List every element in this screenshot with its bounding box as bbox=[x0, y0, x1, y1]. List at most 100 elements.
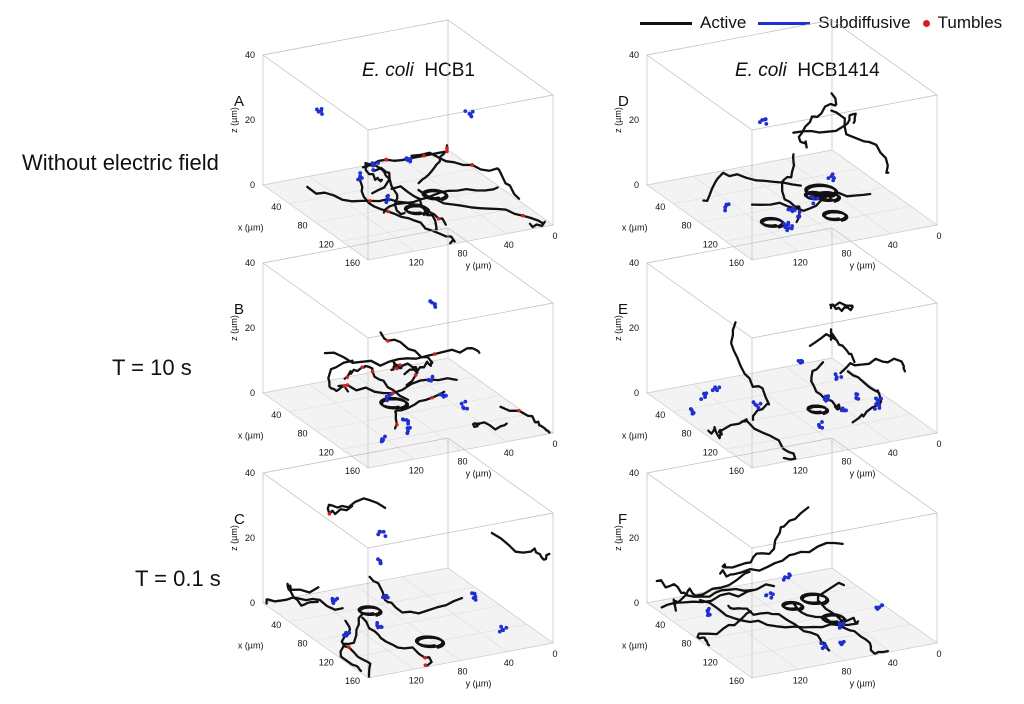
x-tick-label: 80 bbox=[681, 429, 691, 439]
subdiffusive-point bbox=[378, 529, 383, 534]
subdiffusive-point bbox=[319, 108, 323, 113]
z-axis-title: z (µm) bbox=[613, 525, 623, 551]
z-tick-label: 40 bbox=[245, 50, 255, 60]
y-tick-label: 0 bbox=[936, 231, 941, 241]
subdiffusive-point bbox=[823, 394, 828, 399]
subdiffusive-point bbox=[820, 646, 825, 651]
subdiffusive-cluster bbox=[782, 222, 791, 230]
subdiffusive-point bbox=[400, 417, 405, 422]
circular-trajectory bbox=[815, 190, 842, 203]
subdiffusive-cluster bbox=[833, 372, 844, 381]
box-edge bbox=[447, 227, 554, 304]
grid-line bbox=[309, 384, 415, 460]
active-trajectory bbox=[702, 171, 802, 203]
subdiffusive-cluster bbox=[463, 109, 475, 119]
subdiffusive-point bbox=[430, 374, 435, 379]
z-axis-title: z (µm) bbox=[229, 107, 239, 133]
subdiffusive-point bbox=[472, 591, 477, 596]
subdiffusive-cluster bbox=[710, 385, 722, 393]
subdiffusive-cluster bbox=[376, 557, 383, 566]
subdiffusive-point bbox=[792, 208, 797, 212]
active-trajectory bbox=[750, 191, 872, 212]
subdiffusive-cluster bbox=[379, 434, 387, 444]
tumble-point bbox=[445, 149, 449, 154]
active-trajectory bbox=[797, 92, 838, 149]
z-tick-label: 20 bbox=[245, 323, 255, 333]
x-tick-label: 160 bbox=[729, 258, 744, 268]
x-tick-label: 160 bbox=[345, 676, 360, 686]
box-edge bbox=[646, 437, 833, 474]
y-axis-title: y (µm) bbox=[850, 469, 876, 479]
tumble-point bbox=[423, 655, 427, 660]
circular-trajectory bbox=[822, 209, 849, 222]
tumble-point bbox=[517, 408, 521, 413]
subdiffusive-point bbox=[406, 421, 410, 426]
subdiffusive-point bbox=[381, 529, 386, 534]
box-edge bbox=[367, 94, 554, 131]
subdiffusive-point bbox=[785, 228, 790, 233]
legend-swatch-active bbox=[640, 21, 692, 25]
box-edge bbox=[646, 227, 833, 264]
active-trajectory bbox=[490, 531, 551, 561]
active-trajectory bbox=[719, 541, 844, 578]
subdiffusive-cluster bbox=[375, 621, 384, 630]
active-trajectory bbox=[372, 166, 406, 216]
z-axis-title: z (µm) bbox=[613, 107, 623, 133]
z-tick-label: 40 bbox=[245, 468, 255, 478]
subdiffusive-cluster bbox=[381, 593, 390, 600]
active-trajectory bbox=[707, 418, 748, 440]
active-trajectory bbox=[417, 188, 546, 229]
subdiffusive-point bbox=[440, 393, 445, 397]
grid-line bbox=[739, 375, 845, 451]
active-trajectory bbox=[808, 328, 856, 364]
subdiffusive-point bbox=[875, 401, 880, 405]
y-tick-label: 120 bbox=[409, 675, 424, 685]
subdiffusive-point bbox=[690, 408, 694, 413]
subdiffusive-point bbox=[820, 425, 825, 430]
y-tick-label: 80 bbox=[841, 457, 851, 467]
active-trajectory bbox=[265, 596, 344, 611]
y-tick-label: 40 bbox=[504, 448, 514, 458]
subdiffusive-cluster bbox=[796, 358, 805, 365]
active-trajectory bbox=[326, 497, 387, 516]
circular-trajectory bbox=[357, 605, 383, 617]
subdiffusive-cluster bbox=[315, 107, 324, 116]
grid-line bbox=[693, 594, 799, 670]
subdiffusive-point bbox=[715, 388, 719, 393]
tumble-point bbox=[398, 363, 402, 367]
y-axis-title: y (µm) bbox=[850, 679, 876, 689]
subdiffusive-cluster bbox=[764, 591, 775, 600]
box-edge bbox=[262, 262, 369, 339]
subdiffusive-point bbox=[405, 426, 410, 430]
tumble-point bbox=[386, 339, 390, 343]
subdiffusive-cluster bbox=[356, 171, 364, 182]
subdiffusive-point bbox=[877, 406, 882, 410]
subdiffusive-point bbox=[383, 534, 388, 538]
x-tick-label: 80 bbox=[681, 639, 691, 649]
x-tick-label: 40 bbox=[655, 202, 665, 212]
y-tick-label: 120 bbox=[793, 675, 808, 685]
subdiffusive-cluster bbox=[459, 399, 469, 411]
subdiffusive-point bbox=[788, 573, 792, 578]
box-edge bbox=[751, 512, 938, 549]
y-tick-label: 40 bbox=[888, 658, 898, 668]
subdiffusive-point bbox=[710, 388, 715, 393]
tumble-point bbox=[368, 199, 372, 203]
subdiffusive-cluster bbox=[723, 202, 731, 213]
panel-d: D 0 20 40 z (µm) 40 80 120 160 x (µm) 120 80 40 0 y (µ… bbox=[613, 19, 942, 271]
subdiffusive-point bbox=[815, 196, 820, 201]
subdiffusive-point bbox=[320, 112, 324, 116]
subdiffusive-point bbox=[383, 593, 388, 598]
subdiffusive-cluster bbox=[819, 641, 828, 651]
subdiffusive-point bbox=[833, 372, 838, 377]
subdiffusive-cluster bbox=[705, 606, 712, 618]
subdiffusive-point bbox=[811, 201, 816, 206]
z-tick-label: 20 bbox=[245, 115, 255, 125]
box-edge bbox=[262, 472, 369, 549]
legend-label-active: Active bbox=[700, 13, 747, 32]
tumble-point bbox=[395, 366, 399, 371]
subdiffusive-point bbox=[473, 594, 478, 599]
box-edge bbox=[831, 437, 938, 514]
column-strain: HCB1414 bbox=[797, 60, 880, 81]
z-tick-label: 40 bbox=[629, 50, 639, 60]
